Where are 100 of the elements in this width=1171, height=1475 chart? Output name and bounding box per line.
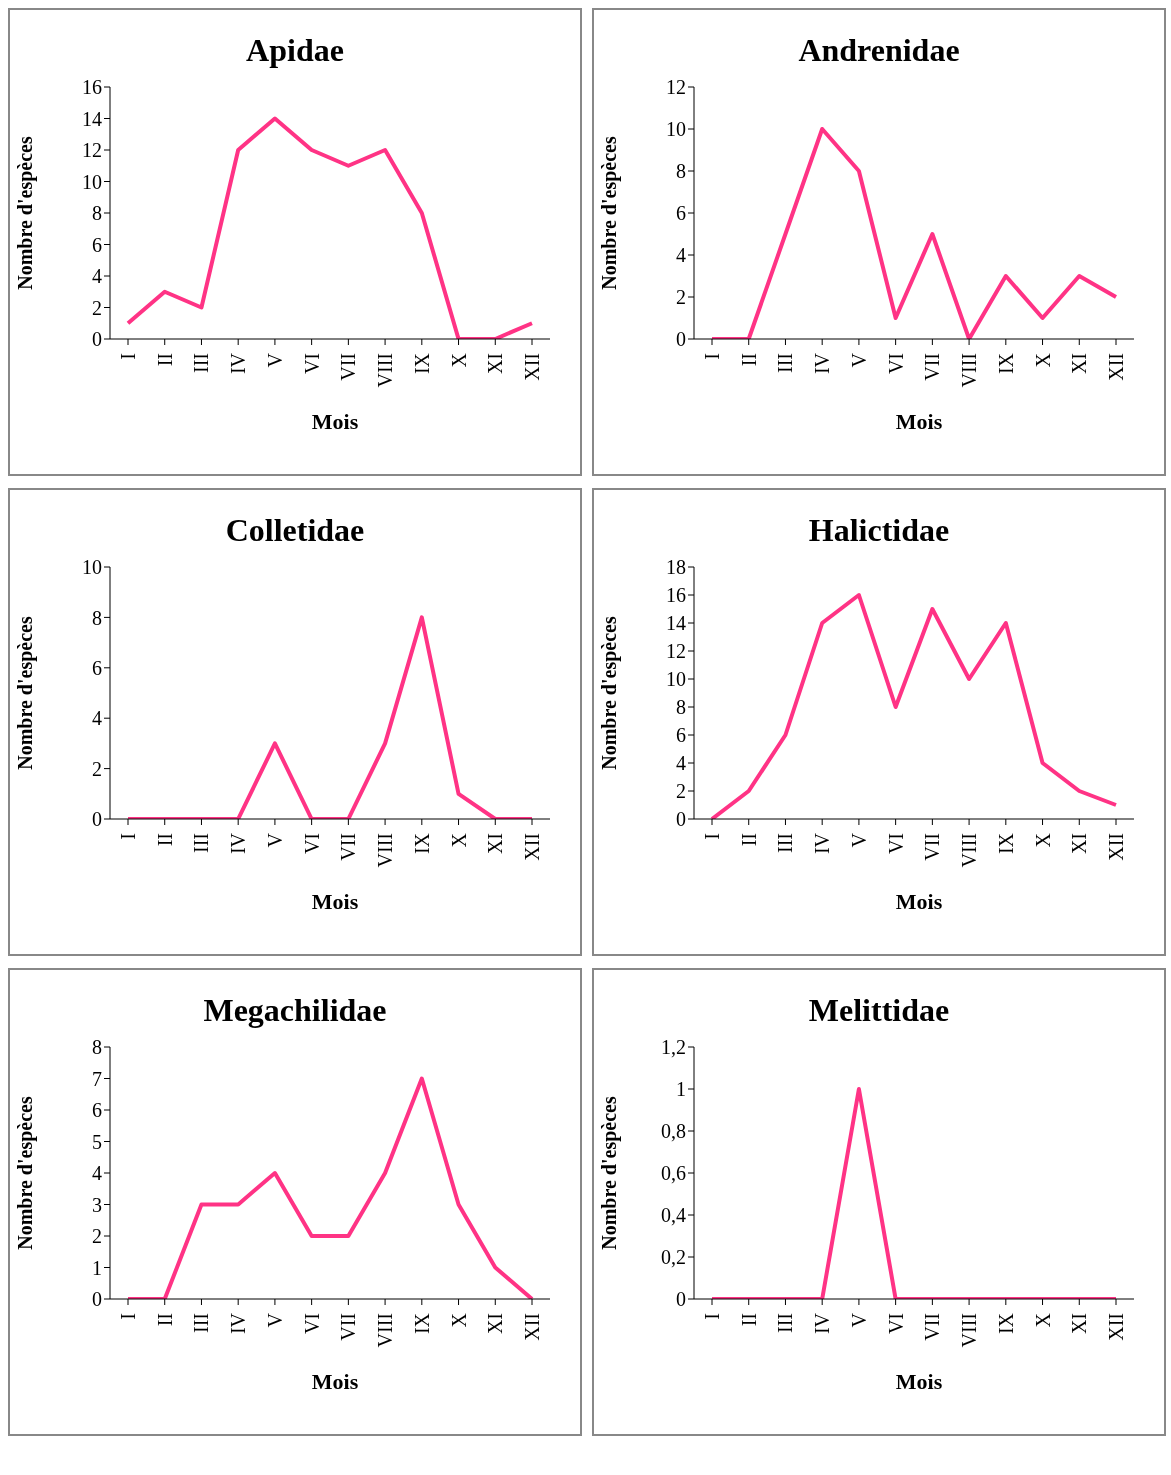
x-axis-title: Mois (310, 889, 360, 915)
x-tick-label: IV (227, 832, 250, 855)
y-tick-label: 8 (92, 202, 102, 225)
x-tick-label: V (263, 352, 286, 368)
y-tick-label: 16 (82, 76, 102, 99)
x-tick-label: X (1031, 832, 1054, 848)
y-tick-label: 3 (92, 1193, 102, 1216)
y-tick-label: 10 (82, 170, 102, 193)
x-tick-label: VIII (374, 353, 397, 388)
y-tick-label: 4 (676, 752, 686, 775)
y-tick-label: 8 (92, 1036, 102, 1059)
y-tick-label: 10 (82, 556, 102, 579)
x-tick-label: II (737, 1313, 760, 1327)
y-tick-label: 0 (676, 328, 686, 351)
x-tick-label: II (153, 353, 176, 367)
x-tick-label: X (447, 832, 470, 848)
y-tick-label: 14 (82, 107, 102, 130)
x-tick-label: III (774, 353, 797, 373)
x-tick-label: V (847, 832, 870, 848)
x-tick-label: I (701, 353, 723, 360)
x-tick-label: III (774, 1313, 797, 1333)
y-tick-label: 6 (92, 233, 102, 256)
y-tick-label: 0,8 (661, 1120, 686, 1143)
x-tick-label: V (847, 1312, 870, 1328)
x-tick-label: IX (994, 1312, 1017, 1335)
x-tick-label: VIII (958, 833, 981, 868)
x-tick-label: IX (410, 1312, 433, 1335)
y-tick-label: 0,4 (661, 1204, 686, 1227)
x-tick-label: IV (811, 352, 834, 375)
y-tick-label: 16 (666, 584, 686, 607)
y-tick-label: 0 (92, 1288, 102, 1311)
y-tick-label: 2 (92, 296, 102, 319)
x-tick-label: I (701, 833, 723, 840)
x-tick-label: I (701, 1313, 723, 1320)
line-series (126, 615, 534, 819)
x-axis-title: Mois (894, 889, 944, 915)
x-tick-label: III (190, 833, 213, 853)
chart-title: Megachilidae (202, 992, 388, 1029)
x-axis-title: Mois (894, 1369, 944, 1395)
x-tick-label: XII (1105, 1313, 1127, 1341)
x-tick-label: VIII (374, 833, 397, 868)
x-tick-label: IX (994, 352, 1017, 375)
x-tick-label: II (153, 833, 176, 847)
y-axis-title: Nombre d'espèces (14, 136, 38, 290)
x-tick-label: VI (300, 1313, 323, 1335)
y-tick-label: 2 (92, 1225, 102, 1248)
y-tick-label: 4 (92, 1162, 102, 1185)
x-tick-label: XII (521, 1313, 543, 1341)
y-tick-label: 8 (676, 696, 686, 719)
x-tick-label: XI (484, 1313, 507, 1335)
x-tick-label: VI (300, 833, 323, 855)
x-tick-label: VIII (958, 1313, 981, 1348)
y-tick-label: 6 (92, 656, 102, 679)
y-tick-label: 2 (676, 286, 686, 309)
chart-title: Melittidae (807, 992, 951, 1029)
x-tick-label: XI (484, 833, 507, 855)
x-tick-label: VII (337, 833, 360, 861)
x-tick-label: II (737, 833, 760, 847)
x-tick-label: III (190, 353, 213, 373)
line-series (710, 593, 1118, 819)
x-tick-label: IX (410, 832, 433, 855)
x-axis-title: Mois (310, 409, 360, 435)
x-tick-label: I (117, 1313, 139, 1320)
y-tick-label: 4 (92, 265, 102, 288)
chart-title: Colletidae (224, 512, 366, 549)
x-tick-label: VII (921, 833, 944, 861)
y-axis-title: Nombre d'espèces (598, 1096, 622, 1250)
line-series (126, 1076, 534, 1299)
x-tick-label: IV (227, 1312, 250, 1335)
x-tick-label: XI (1068, 833, 1091, 855)
x-tick-label: IX (994, 832, 1017, 855)
y-tick-label: 8 (676, 160, 686, 183)
x-tick-label: VII (337, 353, 360, 381)
y-tick-label: 0,6 (661, 1162, 686, 1185)
y-tick-label: 6 (676, 202, 686, 225)
y-tick-label: 12 (666, 76, 686, 99)
x-tick-label: VIII (958, 353, 981, 388)
y-tick-label: 0 (676, 808, 686, 831)
line-series (126, 116, 534, 339)
x-tick-label: I (117, 833, 139, 840)
x-tick-label: VIII (374, 1313, 397, 1348)
y-tick-label: 1 (676, 1078, 686, 1101)
y-tick-label: 0 (92, 328, 102, 351)
y-tick-label: 6 (92, 1099, 102, 1122)
x-tick-label: II (153, 1313, 176, 1327)
y-tick-label: 14 (666, 612, 686, 635)
y-tick-label: 5 (92, 1130, 102, 1153)
y-axis-title: Nombre d'espèces (14, 616, 38, 770)
y-tick-label: 4 (92, 707, 102, 730)
x-tick-label: X (1031, 1312, 1054, 1328)
x-tick-label: VII (921, 353, 944, 381)
x-tick-label: VI (884, 353, 907, 375)
x-tick-label: IX (410, 352, 433, 375)
x-tick-label: III (774, 833, 797, 853)
y-tick-label: 12 (666, 640, 686, 663)
x-tick-label: XI (1068, 353, 1091, 375)
x-tick-label: X (1031, 352, 1054, 368)
y-tick-label: 8 (92, 606, 102, 629)
x-tick-label: X (447, 352, 470, 368)
y-axis-title: Nombre d'espèces (598, 136, 622, 290)
